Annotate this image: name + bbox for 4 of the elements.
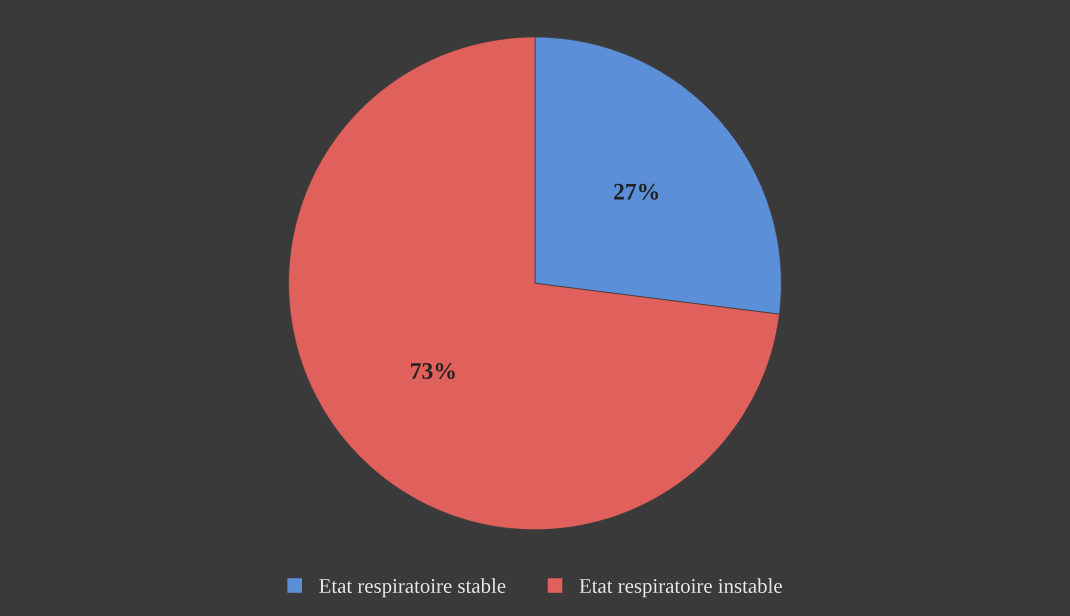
legend-label: Etat respiratoire stable xyxy=(319,578,506,598)
legend-label: Etat respiratoire instable xyxy=(579,578,782,598)
data-label: 73% xyxy=(411,362,455,379)
data-label: 27% xyxy=(614,183,659,200)
